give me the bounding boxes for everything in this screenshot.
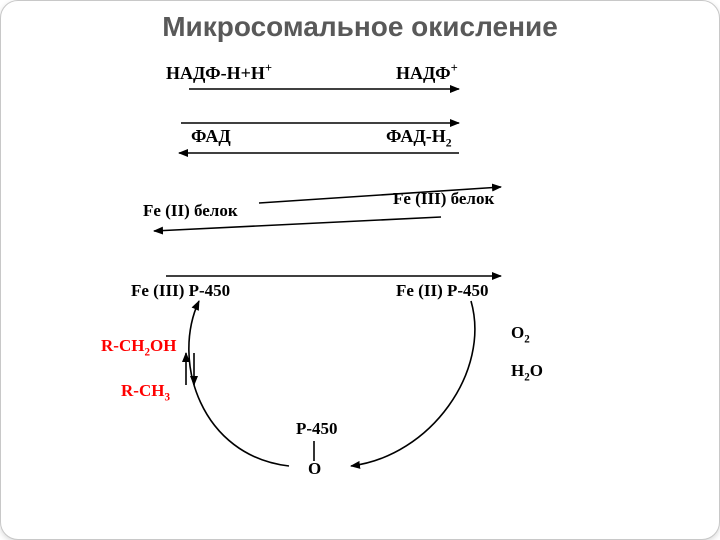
slide-title: Микросомальное окисление bbox=[1, 11, 719, 43]
label-fadh2: ФАД-Н2 bbox=[386, 126, 452, 150]
slide-frame: Микросомальное окисление НАДФ-Н+Н+ НАДФ+… bbox=[0, 0, 720, 540]
label-nadph: НАДФ-Н+Н+ bbox=[166, 61, 272, 84]
label-rch2oh: R-CH2OH bbox=[101, 336, 176, 358]
label-fe2-protein: Fe (II) белок bbox=[143, 201, 238, 221]
label-fad: ФАД bbox=[191, 126, 231, 147]
label-nadp: НАДФ+ bbox=[396, 61, 458, 84]
label-p450-O: O bbox=[308, 459, 321, 479]
label-rch3: R-CH3 bbox=[121, 381, 170, 403]
label-fe3-p450: Fe (III) Р-450 bbox=[131, 281, 230, 301]
label-h2o: H2O bbox=[511, 361, 543, 383]
label-fe3-protein: Fe (III) белок bbox=[393, 189, 494, 209]
label-fe2-p450: Fe (II) Р-450 bbox=[396, 281, 489, 301]
arrow-layer bbox=[1, 1, 720, 540]
label-p450: Р-450 bbox=[296, 419, 338, 439]
label-o2: O2 bbox=[511, 323, 530, 345]
